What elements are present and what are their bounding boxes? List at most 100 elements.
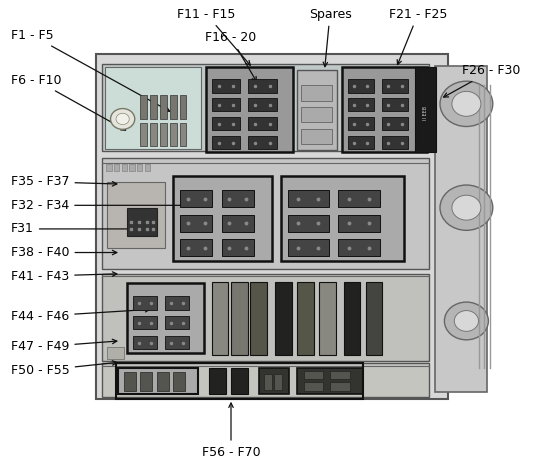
Bar: [180, 215, 212, 232]
Bar: [366, 282, 382, 355]
Text: F44 - F46: F44 - F46: [11, 307, 150, 323]
Bar: [180, 123, 186, 146]
Bar: [348, 79, 374, 93]
Bar: [126, 283, 204, 353]
Circle shape: [454, 311, 478, 331]
Bar: [344, 282, 360, 355]
Bar: [173, 176, 272, 261]
Bar: [297, 70, 337, 150]
Bar: [129, 164, 135, 171]
Bar: [382, 136, 408, 149]
Text: F56 - F70: F56 - F70: [202, 403, 260, 459]
Bar: [382, 117, 408, 130]
Bar: [304, 382, 323, 391]
Circle shape: [440, 81, 493, 126]
Bar: [342, 67, 427, 152]
Bar: [137, 164, 142, 171]
Bar: [180, 239, 212, 256]
Bar: [126, 208, 157, 236]
Bar: [165, 336, 189, 349]
Bar: [415, 67, 436, 152]
Bar: [124, 372, 136, 391]
Bar: [222, 215, 254, 232]
Bar: [264, 374, 272, 390]
Circle shape: [452, 92, 481, 116]
Bar: [274, 374, 282, 390]
Text: F16 - 20: F16 - 20: [205, 31, 257, 81]
Circle shape: [116, 113, 129, 125]
Bar: [133, 296, 157, 310]
Bar: [338, 239, 380, 256]
Bar: [165, 316, 189, 329]
Bar: [301, 85, 332, 101]
Bar: [338, 190, 380, 207]
Bar: [170, 95, 177, 119]
Bar: [222, 190, 254, 207]
Bar: [212, 136, 240, 149]
Bar: [140, 95, 147, 119]
Bar: [258, 368, 289, 394]
Text: F31: F31: [11, 222, 150, 236]
Bar: [330, 382, 350, 391]
Circle shape: [111, 109, 135, 129]
Bar: [231, 368, 248, 394]
Bar: [382, 79, 408, 93]
Text: F50 - F55: F50 - F55: [11, 361, 117, 377]
Circle shape: [452, 195, 481, 220]
Bar: [248, 79, 277, 93]
Bar: [133, 336, 157, 349]
Bar: [170, 123, 177, 146]
Bar: [301, 129, 332, 144]
Text: F47 - F49: F47 - F49: [11, 339, 117, 354]
Bar: [212, 282, 228, 355]
Bar: [382, 98, 408, 111]
Bar: [160, 123, 167, 146]
Bar: [222, 239, 254, 256]
Bar: [206, 67, 293, 152]
Bar: [434, 66, 487, 392]
Bar: [102, 274, 429, 361]
Bar: [114, 164, 119, 171]
Text: F11 - F15: F11 - F15: [177, 8, 250, 65]
Bar: [330, 371, 350, 379]
Bar: [319, 282, 336, 355]
Bar: [133, 316, 157, 329]
Bar: [160, 95, 167, 119]
Bar: [212, 79, 240, 93]
Text: F21 - F25: F21 - F25: [389, 8, 447, 65]
Bar: [107, 182, 165, 248]
Bar: [348, 117, 374, 130]
Bar: [250, 282, 267, 355]
Bar: [288, 215, 329, 232]
Text: II EEB: II EEB: [423, 106, 428, 120]
Bar: [104, 67, 201, 149]
Bar: [288, 239, 329, 256]
Bar: [107, 347, 124, 359]
Circle shape: [440, 185, 493, 230]
Bar: [212, 117, 240, 130]
Bar: [150, 95, 157, 119]
Bar: [102, 64, 429, 151]
Text: F41 - F43: F41 - F43: [11, 270, 117, 283]
Text: F6 - F10: F6 - F10: [11, 74, 125, 130]
Text: F26 - F30: F26 - F30: [444, 64, 520, 97]
Bar: [231, 282, 248, 355]
Bar: [275, 282, 292, 355]
Text: F35 - F37: F35 - F37: [11, 175, 117, 188]
Bar: [145, 164, 150, 171]
Text: Spares: Spares: [309, 8, 351, 67]
Circle shape: [444, 302, 488, 340]
Bar: [140, 123, 147, 146]
Bar: [248, 117, 277, 130]
Bar: [212, 98, 240, 111]
Bar: [248, 98, 277, 111]
Bar: [140, 372, 152, 391]
Bar: [304, 371, 323, 379]
Bar: [338, 215, 380, 232]
Bar: [248, 136, 277, 149]
Bar: [209, 368, 226, 394]
Bar: [297, 368, 363, 394]
Bar: [297, 282, 313, 355]
Bar: [157, 372, 169, 391]
Bar: [280, 176, 404, 261]
